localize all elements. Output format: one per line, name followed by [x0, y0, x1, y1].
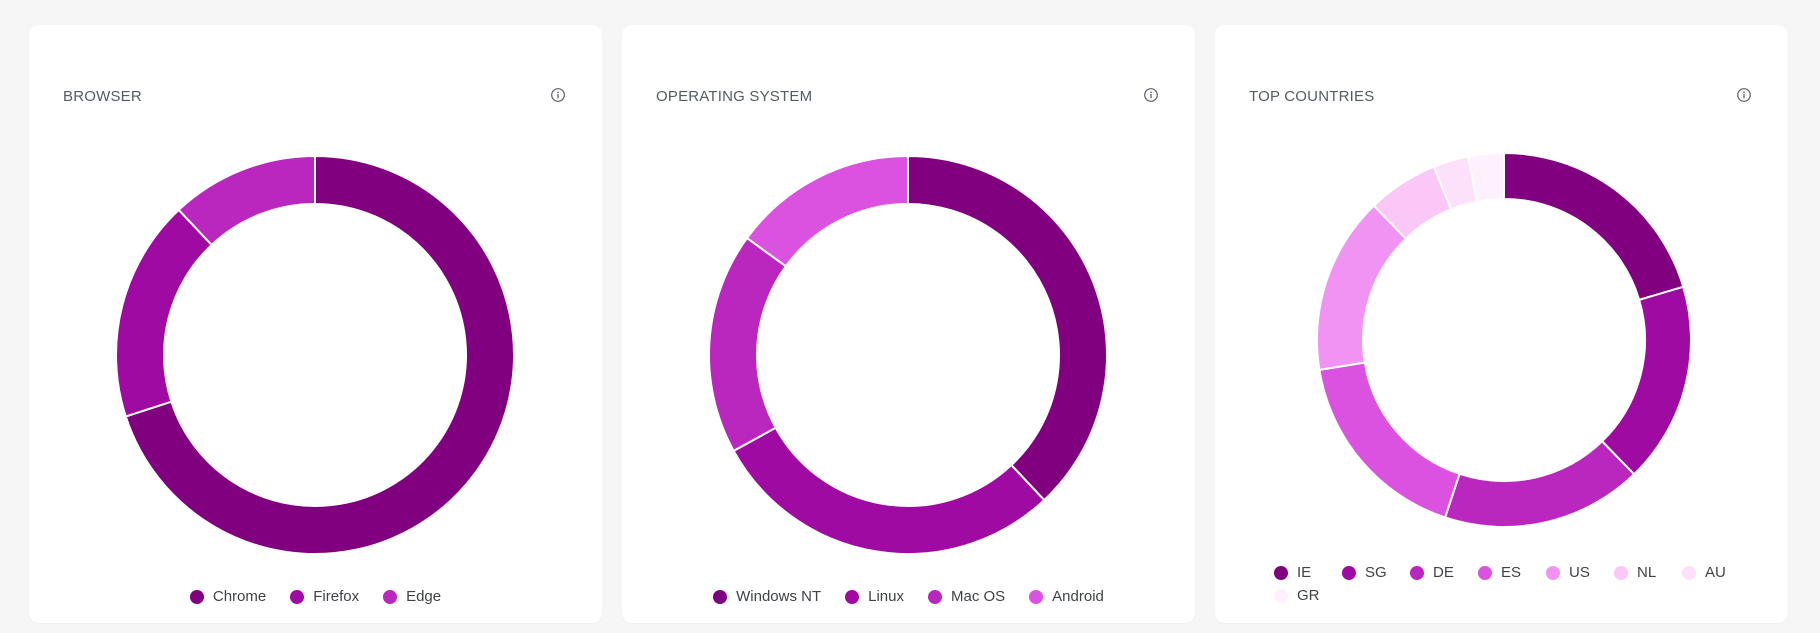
operating-system-donut-chart [708, 154, 1108, 555]
legend-label: Mac OS [950, 588, 1006, 605]
legend-item-gr[interactable]: GR [1274, 587, 1342, 604]
legend-item-mac-os[interactable]: Mac OS [927, 588, 1006, 605]
legend-label: Linux [868, 588, 904, 605]
legend-label: GR [1297, 587, 1320, 604]
legend-swatch [290, 589, 305, 604]
legend-item-nl[interactable]: NL [1614, 564, 1682, 581]
donut-slice-windows-nt[interactable] [907, 154, 1108, 502]
info-icon[interactable] [1736, 87, 1752, 103]
legend-swatch [189, 589, 204, 604]
legend-swatch [713, 589, 728, 604]
legend-item-us[interactable]: US [1546, 564, 1614, 581]
donut-slice-es[interactable] [1318, 361, 1461, 519]
operating-system-legend: Windows NT Linux Mac OS Android [622, 588, 1195, 605]
browser-donut-chart [115, 154, 515, 555]
legend-label: ES [1501, 564, 1522, 581]
legend-label: Firefox [313, 588, 360, 605]
legend-label: Edge [406, 588, 442, 605]
donut-slice-ie[interactable] [1503, 151, 1685, 302]
legend-label: SG [1365, 564, 1387, 581]
legend-item-au[interactable]: AU [1682, 564, 1750, 581]
legend-swatch [1274, 588, 1288, 603]
legend-item-chrome[interactable]: Chrome [189, 588, 267, 605]
donut-slice-mac-os[interactable] [708, 236, 788, 453]
legend-label: Windows NT [736, 588, 822, 605]
info-icon[interactable] [550, 87, 566, 103]
donut-slice-de[interactable] [1443, 439, 1636, 528]
legend-swatch [1029, 589, 1044, 604]
donut-slice-linux[interactable] [732, 426, 1046, 555]
card-title: BROWSER [63, 88, 142, 105]
card-title: OPERATING SYSTEM [656, 88, 813, 105]
legend-swatch [1410, 565, 1424, 580]
legend-item-sg[interactable]: SG [1342, 564, 1410, 581]
legend-label: US [1569, 564, 1590, 581]
legend-swatch [383, 589, 398, 604]
legend-swatch [1614, 565, 1628, 580]
donut-slice-android[interactable] [745, 154, 909, 268]
legend-label: NL [1637, 564, 1657, 581]
legend-label: Chrome [212, 588, 267, 605]
legend-swatch [1342, 565, 1356, 580]
legend-label: DE [1433, 564, 1454, 581]
info-icon[interactable] [1143, 87, 1159, 103]
top-countries-card: TOP COUNTRIES IE SG DE ES US NL AU GR [1215, 25, 1788, 623]
donut-slice-sg[interactable] [1600, 285, 1692, 476]
legend-item-es[interactable]: ES [1478, 564, 1546, 581]
legend-item-android[interactable]: Android [1029, 588, 1104, 605]
legend-swatch [845, 589, 860, 604]
legend-label: AU [1705, 564, 1726, 581]
legend-label: IE [1297, 564, 1312, 581]
legend-swatch [1478, 565, 1492, 580]
operating-system-card: OPERATING SYSTEM Windows NT Linux Mac OS An… [622, 25, 1195, 623]
legend-item-windows-nt[interactable]: Windows NT [713, 588, 821, 605]
top-countries-donut-chart [1316, 151, 1692, 528]
card-title: TOP COUNTRIES [1249, 88, 1375, 105]
donut-slice-edge[interactable] [177, 154, 316, 247]
legend-swatch [1682, 565, 1696, 580]
legend-item-edge[interactable]: Edge [383, 588, 441, 605]
donut-slice-firefox[interactable] [115, 208, 214, 418]
legend-item-de[interactable]: DE [1410, 564, 1478, 581]
legend-swatch [1546, 565, 1560, 580]
donut-slice-us[interactable] [1316, 204, 1408, 371]
legend-item-linux[interactable]: Linux [845, 588, 904, 605]
legend-swatch [927, 589, 942, 604]
donut-slice-chrome[interactable] [124, 154, 515, 555]
legend-label: Android [1052, 588, 1104, 605]
donut-slice-gr[interactable] [1467, 151, 1505, 203]
browser-card: BROWSER Chrome Firefox Edge [29, 25, 602, 623]
top-countries-legend: IE SG DE ES US NL AU GR [1215, 564, 1788, 604]
legend-item-firefox[interactable]: Firefox [290, 588, 359, 605]
legend-item-ie[interactable]: IE [1274, 564, 1342, 581]
legend-swatch [1274, 565, 1288, 580]
browser-legend: Chrome Firefox Edge [29, 588, 602, 605]
